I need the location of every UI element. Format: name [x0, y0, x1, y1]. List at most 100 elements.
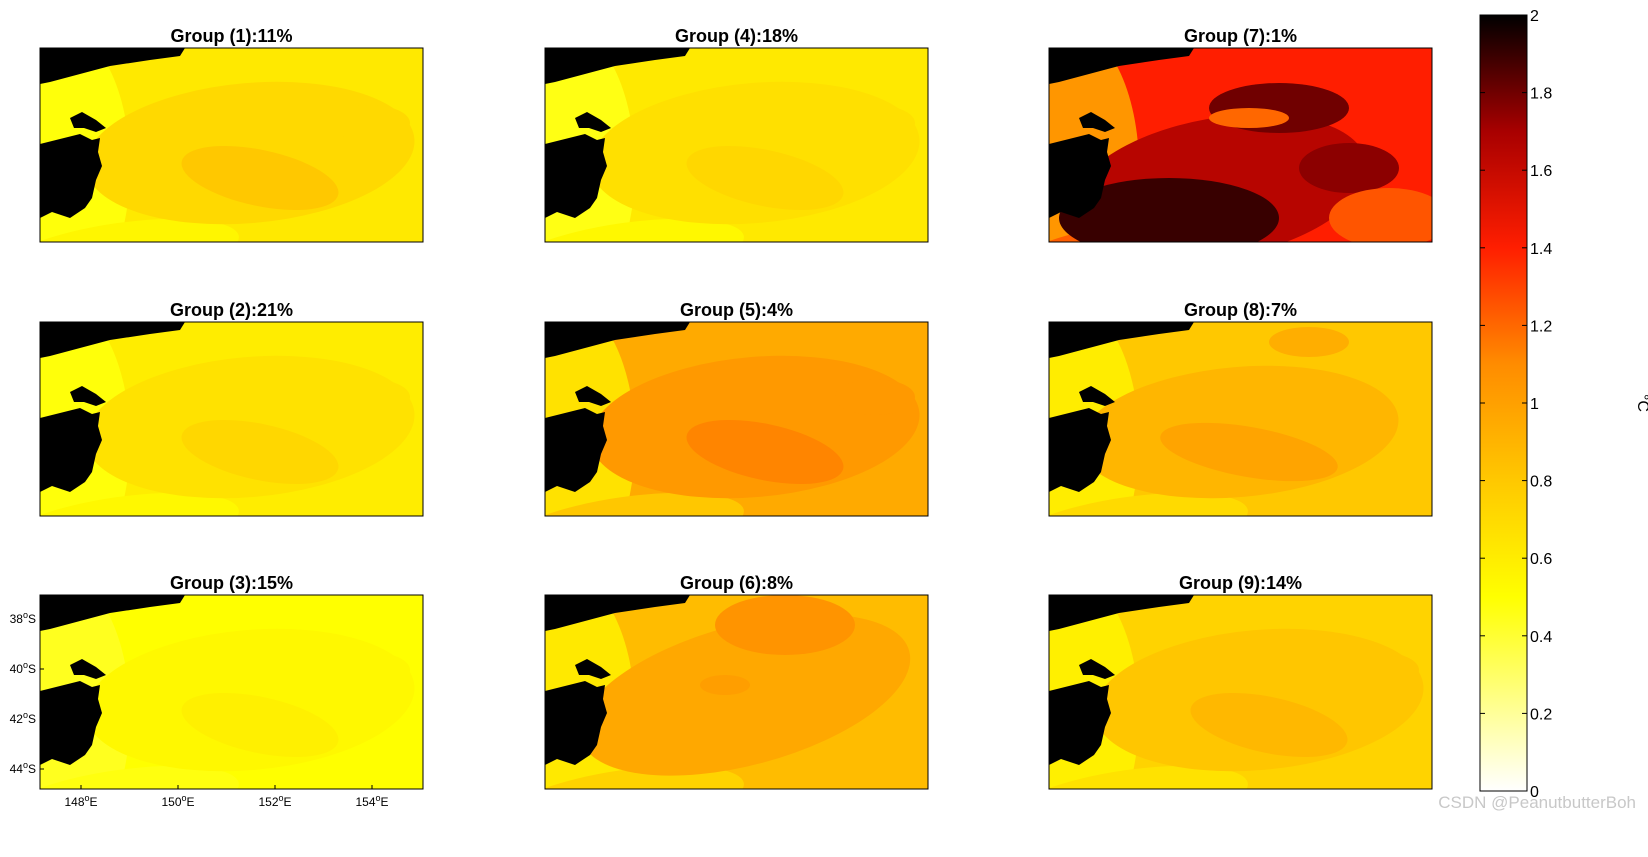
panel-frame	[544, 47, 929, 243]
panel-frame	[544, 594, 929, 790]
land-tasmania	[1049, 134, 1111, 218]
land-tasmania	[545, 408, 607, 492]
panel-frame	[1048, 321, 1433, 517]
y-tick-label: 42oS	[10, 710, 36, 726]
contour-region	[835, 105, 915, 141]
panel-title: Group (7):1%	[1184, 26, 1297, 46]
contour-region	[1329, 188, 1432, 242]
watermark: CSDN @PeanutbutterBoh	[1438, 793, 1636, 812]
colorbar-ticks: 0 0.2 0.4 0.6 0.8 1 1.2 1.4 1.6 1.8 2	[1480, 8, 1552, 801]
contour-peak	[181, 145, 339, 211]
land-islands	[1079, 386, 1115, 406]
panel-frame	[1048, 47, 1433, 243]
land-tasmania	[545, 134, 607, 218]
panel-title: Group (3):15%	[170, 573, 293, 593]
colorbar-tick-label: 1.8	[1530, 86, 1552, 103]
land-tasmania	[40, 408, 102, 492]
panel-1: Group (1):11%	[39, 26, 424, 243]
colorbar-tick-label: 0.8	[1530, 474, 1552, 491]
land-mainland	[545, 595, 690, 631]
land-tasmania	[545, 681, 607, 765]
contour-region	[579, 614, 911, 776]
panel-4: Group (4):18%	[544, 26, 929, 243]
colorbar-gradient	[1479, 14, 1528, 792]
x-tick-label: 152oE	[258, 793, 291, 809]
panel-title: Group (1):11%	[170, 26, 292, 46]
colorbar-tick-label: 1.6	[1530, 163, 1552, 180]
contour-peak	[181, 692, 339, 758]
southern-band	[545, 492, 744, 516]
land-tasmania	[40, 134, 102, 218]
panel-frame	[544, 321, 929, 517]
contour-peak	[1190, 692, 1348, 758]
land-islands	[70, 659, 106, 679]
axis-labels: 148oE 150oE 152oE 154oE 38oS 40oS 42oS 44oS	[10, 610, 389, 809]
panel-title: Group (9):14%	[1179, 573, 1302, 593]
land-islands	[575, 112, 611, 132]
panel-frame	[39, 594, 424, 790]
land-mainland	[40, 595, 185, 631]
panels-group: Group (1):11% Group (2):21% Group (3):15% G…	[39, 26, 1433, 790]
colorbar-tick-label: 0.4	[1530, 629, 1552, 646]
colorbar-tick-label: 1	[1530, 396, 1539, 413]
land-mainland	[1049, 48, 1194, 84]
land-islands	[70, 386, 106, 406]
contour-peak	[181, 419, 339, 485]
land-mainland	[40, 322, 185, 358]
land-islands	[70, 112, 106, 132]
southern-band	[40, 218, 239, 242]
colorbar-tick-label: 1.4	[1530, 241, 1552, 258]
colorbar-tick-label: 1.2	[1530, 318, 1552, 335]
colorbar-tick-label: 0.2	[1530, 706, 1552, 723]
panel-title: Group (6):8%	[680, 573, 793, 593]
panel-2: Group (2):21%	[39, 300, 424, 517]
southern-band	[40, 765, 239, 789]
panel-title: Group (2):21%	[170, 300, 293, 320]
land-tasmania	[1049, 408, 1111, 492]
contour-peak	[1299, 143, 1399, 193]
contour-peak	[700, 675, 750, 695]
contour-peak	[686, 145, 844, 211]
contour-low	[1209, 108, 1289, 128]
southern-band	[545, 218, 744, 242]
panel-title: Group (8):7%	[1184, 300, 1297, 320]
southern-band	[1049, 492, 1248, 516]
land-islands	[575, 386, 611, 406]
contour-peak	[1269, 327, 1349, 357]
contour-region	[1339, 652, 1419, 688]
colorbar-label: °C	[1634, 394, 1648, 412]
colorbar-tick-label: 0.6	[1530, 551, 1552, 568]
southern-band	[40, 492, 239, 516]
land-islands	[575, 659, 611, 679]
panel-9: Group (9):14%	[1048, 573, 1433, 790]
panel-frame	[1048, 594, 1433, 790]
y-tick-label: 44oS	[10, 760, 36, 776]
land-tasmania	[1049, 681, 1111, 765]
southern-band	[1049, 765, 1248, 789]
panel-3: Group (3):15%	[39, 573, 424, 790]
land-islands	[1079, 659, 1115, 679]
panel-5: Group (5):4%	[544, 300, 929, 517]
land-mainland	[1049, 595, 1194, 631]
land-mainland	[545, 48, 690, 84]
land-tasmania	[40, 681, 102, 765]
land-mainland	[545, 322, 690, 358]
y-tick-label: 40oS	[10, 660, 36, 676]
panel-8: Group (8):7%	[1048, 300, 1433, 517]
x-tick-label: 150oE	[161, 793, 194, 809]
panel-title: Group (4):18%	[675, 26, 798, 46]
x-tick-label: 148oE	[64, 793, 97, 809]
land-mainland	[1049, 322, 1194, 358]
colorbar-tick-label: 0	[1530, 784, 1539, 801]
southern-band	[545, 765, 744, 789]
panel-7: Group (7):1%	[1048, 26, 1433, 243]
contour-peak	[686, 419, 844, 485]
contour-region	[330, 105, 410, 141]
land-islands	[1079, 112, 1115, 132]
panel-frame	[39, 321, 424, 517]
panel-frame	[39, 47, 424, 243]
y-tick-label: 38oS	[10, 610, 36, 626]
contour-peak	[715, 595, 855, 655]
panel-title: Group (5):4%	[680, 300, 793, 320]
